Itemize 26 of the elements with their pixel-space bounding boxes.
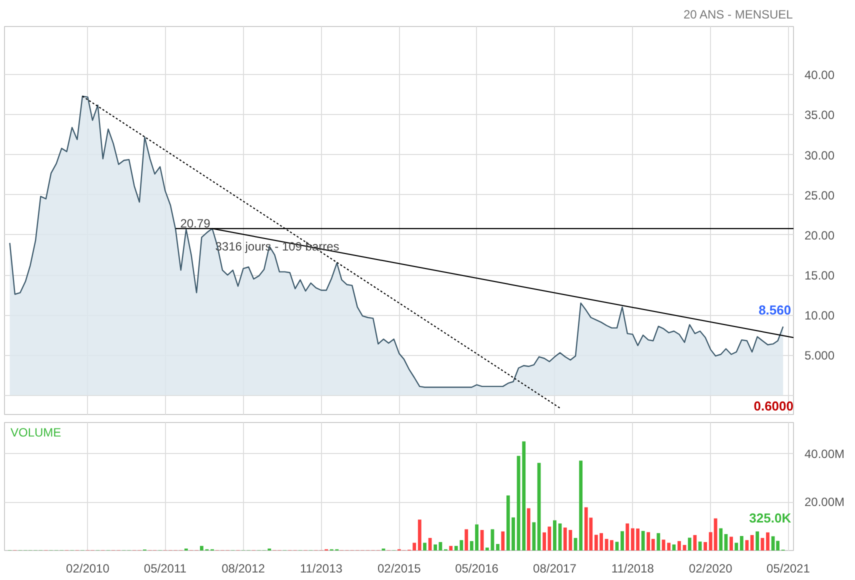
x-tick-label: 11/2018 bbox=[611, 562, 654, 576]
y-tick-label: 35.00 bbox=[804, 108, 835, 122]
x-tick-label: 02/2010 bbox=[66, 562, 110, 576]
x-tick-label: 02/2015 bbox=[377, 562, 422, 576]
y-tick-label: 20.00M bbox=[804, 495, 845, 510]
annotation: 20.79 bbox=[180, 216, 211, 231]
x-tick-label: 08/2017 bbox=[533, 562, 577, 576]
x-tick-label: 11/2013 bbox=[300, 562, 343, 576]
annotation: 325.0K bbox=[749, 510, 792, 526]
y-tick-label: 40.00M bbox=[804, 446, 845, 461]
y-tick-label: 15.00 bbox=[804, 268, 835, 283]
x-tick-label: 05/2011 bbox=[144, 562, 187, 576]
annotation: 0.6000 bbox=[754, 398, 794, 414]
y-tick-label: 10.00 bbox=[804, 308, 835, 323]
chart-title: 20 ANS - MENSUEL bbox=[683, 8, 794, 22]
y-tick-label: 20.00 bbox=[804, 228, 835, 242]
y-tick-label: 40.00 bbox=[804, 68, 835, 82]
y-tick-label: 5.000 bbox=[804, 348, 835, 363]
chart-title: VOLUME bbox=[10, 426, 62, 440]
y-tick-label: 30.00 bbox=[804, 148, 835, 162]
x-tick-label: 02/2020 bbox=[688, 562, 733, 576]
x-tick-label: 05/2016 bbox=[455, 562, 499, 576]
text: 8.560 bbox=[758, 302, 792, 318]
y-tick-label: 25.00 bbox=[804, 188, 835, 202]
x-tick-label: 08/2012 bbox=[222, 562, 266, 576]
x-tick-label: 05/2021 bbox=[766, 562, 810, 576]
